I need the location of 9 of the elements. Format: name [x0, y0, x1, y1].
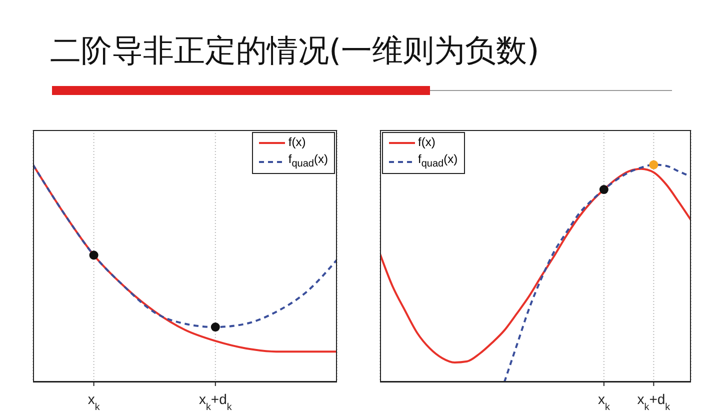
chart-title: 二阶导非正定的情况(一维则为负数) [50, 32, 540, 71]
legend-label: f(x) [288, 134, 306, 151]
legend-label: f$_{quad}$(x) [418, 151, 458, 172]
legend-label: f(x) [418, 134, 436, 151]
x-tick-label: x$_{k}$+d$_{k}$ [637, 391, 670, 412]
legend-label: f$_{quad}$(x) [288, 151, 328, 172]
x-tick-label: x$_{k}$ [598, 391, 610, 412]
x-tick-label: x$_{k}$ [88, 391, 100, 412]
x-tick-label: x$_{k}$+d$_{k}$ [199, 391, 232, 412]
